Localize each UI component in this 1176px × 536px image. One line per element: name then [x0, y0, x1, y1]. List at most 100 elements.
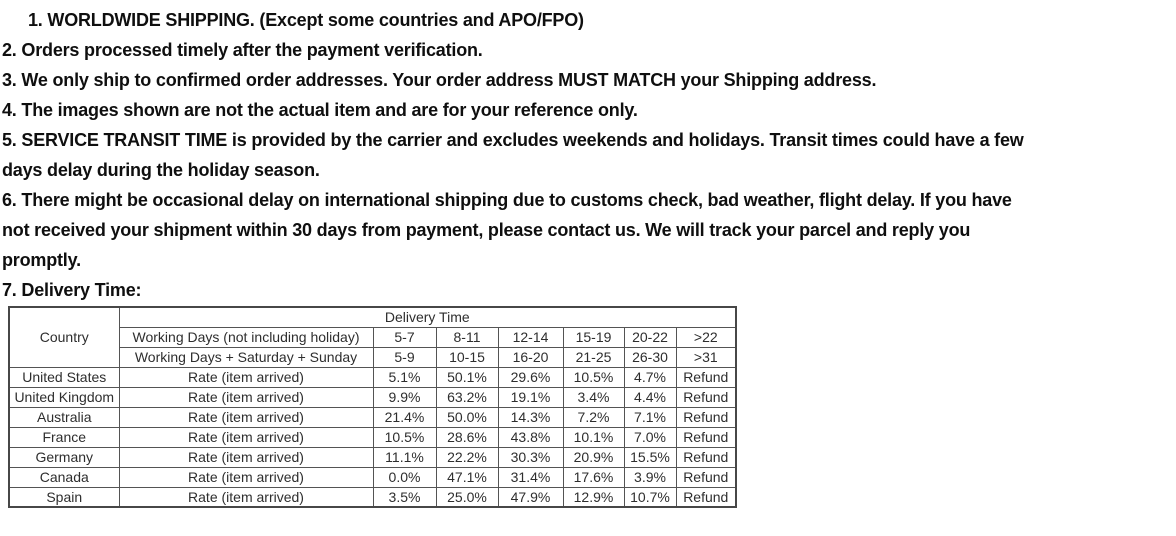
- days-range-cell: 5-7: [372, 326, 437, 348]
- rate-cell: 12.9%: [562, 486, 625, 508]
- working-days-row: Working Days (not including holiday) 5-7…: [9, 326, 737, 348]
- country-row: Germany Rate (item arrived) 11.1% 22.2% …: [8, 446, 737, 468]
- rate-cell: 17.6%: [562, 466, 625, 488]
- days-range-cell: 5-9: [372, 346, 437, 368]
- refund-cell: Refund: [675, 406, 737, 428]
- rate-cell: 15.5%: [623, 446, 677, 468]
- rate-cell: 47.9%: [497, 486, 564, 508]
- note-line: 1. WORLDWIDE SHIPPING. (Except some coun…: [28, 10, 584, 30]
- rate-cell: 7.1%: [623, 406, 677, 428]
- rate-cell: 43.8%: [497, 426, 564, 448]
- rate-cell: 4.7%: [623, 366, 677, 388]
- rate-cell: 3.9%: [623, 466, 677, 488]
- refund-cell: Refund: [675, 466, 737, 488]
- shipping-note-3: 3. We only ship to confirmed order addre…: [2, 65, 1176, 95]
- rate-cell: 25.0%: [435, 486, 499, 508]
- refund-cell: Refund: [675, 426, 737, 448]
- rate-cell: 10.5%: [372, 426, 437, 448]
- country-cell: France: [8, 426, 120, 448]
- note-line: 4. The images shown are not the actual i…: [2, 100, 638, 120]
- shipping-note-5: 5. SERVICE TRANSIT TIME is provided by t…: [2, 125, 1176, 185]
- working-days-row: Working Days + Saturday + Sunday 5-9 10-…: [9, 346, 737, 368]
- rate-cell: 0.0%: [372, 466, 437, 488]
- days-range-cell: 10-15: [435, 346, 499, 368]
- rate-label-cell: Rate (item arrived): [118, 486, 374, 508]
- rate-label-cell: Rate (item arrived): [118, 466, 374, 488]
- rate-cell: 30.3%: [497, 446, 564, 468]
- country-row: United Kingdom Rate (item arrived) 9.9% …: [8, 386, 737, 408]
- rate-cell: 28.6%: [435, 426, 499, 448]
- days-range-cell: >22: [675, 326, 737, 348]
- days-range-cell: 20-22: [623, 326, 677, 348]
- rate-cell: 63.2%: [435, 386, 499, 408]
- rate-cell: 50.0%: [435, 406, 499, 428]
- shipping-note-2: 2. Orders processed timely after the pay…: [2, 35, 1176, 65]
- rate-cell: 3.4%: [562, 386, 625, 408]
- country-row: France Rate (item arrived) 10.5% 28.6% 4…: [8, 426, 737, 448]
- rate-cell: 7.0%: [623, 426, 677, 448]
- refund-cell: Refund: [675, 366, 737, 388]
- refund-cell: Refund: [675, 446, 737, 468]
- rate-cell: 19.1%: [497, 386, 564, 408]
- working-days-label-cell: Working Days + Saturday + Sunday: [118, 346, 374, 368]
- rate-cell: 47.1%: [435, 466, 499, 488]
- shipping-note-6: 6. There might be occasional delay on in…: [2, 185, 1176, 275]
- shipping-note-1: 1. WORLDWIDE SHIPPING. (Except some coun…: [2, 5, 1176, 35]
- rate-cell: 50.1%: [435, 366, 499, 388]
- country-row: Spain Rate (item arrived) 3.5% 25.0% 47.…: [8, 486, 737, 508]
- country-row: Australia Rate (item arrived) 21.4% 50.0…: [8, 406, 737, 428]
- note-line: promptly.: [2, 250, 81, 270]
- rate-label-cell: Rate (item arrived): [118, 366, 374, 388]
- country-cell: Germany: [8, 446, 120, 468]
- delivery-time-table: Country Delivery Time Working Days (not …: [8, 306, 738, 508]
- rate-cell: 9.9%: [372, 386, 437, 408]
- rate-cell: 31.4%: [497, 466, 564, 488]
- country-cell: United States: [8, 366, 120, 388]
- rate-cell: 10.1%: [562, 426, 625, 448]
- shipping-notes: 1. WORLDWIDE SHIPPING. (Except some coun…: [2, 5, 1176, 305]
- rate-cell: 7.2%: [562, 406, 625, 428]
- note-line: not received your shipment within 30 day…: [2, 220, 971, 240]
- shipping-note-4: 4. The images shown are not the actual i…: [2, 95, 1176, 125]
- rate-label-cell: Rate (item arrived): [118, 426, 374, 448]
- days-range-cell: 8-11: [435, 326, 499, 348]
- country-row: Canada Rate (item arrived) 0.0% 47.1% 31…: [8, 466, 737, 488]
- country-cell: Spain: [8, 486, 120, 508]
- note-line: days delay during the holiday season.: [2, 160, 320, 180]
- days-range-cell: 21-25: [562, 346, 625, 368]
- days-range-cell: >31: [675, 346, 737, 368]
- rate-cell: 3.5%: [372, 486, 437, 508]
- rate-cell: 10.5%: [562, 366, 625, 388]
- rate-cell: 20.9%: [562, 446, 625, 468]
- rate-label-cell: Rate (item arrived): [118, 446, 374, 468]
- rate-cell: 14.3%: [497, 406, 564, 428]
- rate-cell: 29.6%: [497, 366, 564, 388]
- rate-label-cell: Rate (item arrived): [118, 406, 374, 428]
- working-days-label-cell: Working Days (not including holiday): [118, 326, 374, 348]
- rate-cell: 5.1%: [372, 366, 437, 388]
- country-cell: Canada: [8, 466, 120, 488]
- country-row: United States Rate (item arrived) 5.1% 5…: [8, 366, 737, 388]
- refund-cell: Refund: [675, 486, 737, 508]
- country-cell: United Kingdom: [8, 386, 120, 408]
- days-range-cell: 26-30: [623, 346, 677, 368]
- note-line: 5. SERVICE TRANSIT TIME is provided by t…: [2, 130, 1024, 150]
- rate-cell: 11.1%: [372, 446, 437, 468]
- note-line: 7. Delivery Time:: [2, 280, 142, 300]
- days-range-cell: 12-14: [497, 326, 564, 348]
- note-line: 3. We only ship to confirmed order addre…: [2, 70, 877, 90]
- days-range-cell: 15-19: [562, 326, 625, 348]
- rate-cell: 22.2%: [435, 446, 499, 468]
- rate-cell: 10.7%: [623, 486, 677, 508]
- table-header-row: Country Delivery Time: [8, 306, 737, 368]
- days-range-cell: 16-20: [497, 346, 564, 368]
- note-line: 6. There might be occasional delay on in…: [2, 190, 1012, 210]
- country-cell: Australia: [8, 406, 120, 428]
- country-header-cell: Country: [8, 306, 120, 368]
- note-line: 2. Orders processed timely after the pay…: [2, 40, 483, 60]
- delivery-time-header-cell: Delivery Time: [118, 306, 737, 328]
- shipping-note-7: 7. Delivery Time:: [2, 275, 1176, 305]
- rate-cell: 4.4%: [623, 386, 677, 408]
- refund-cell: Refund: [675, 386, 737, 408]
- rate-cell: 21.4%: [372, 406, 437, 428]
